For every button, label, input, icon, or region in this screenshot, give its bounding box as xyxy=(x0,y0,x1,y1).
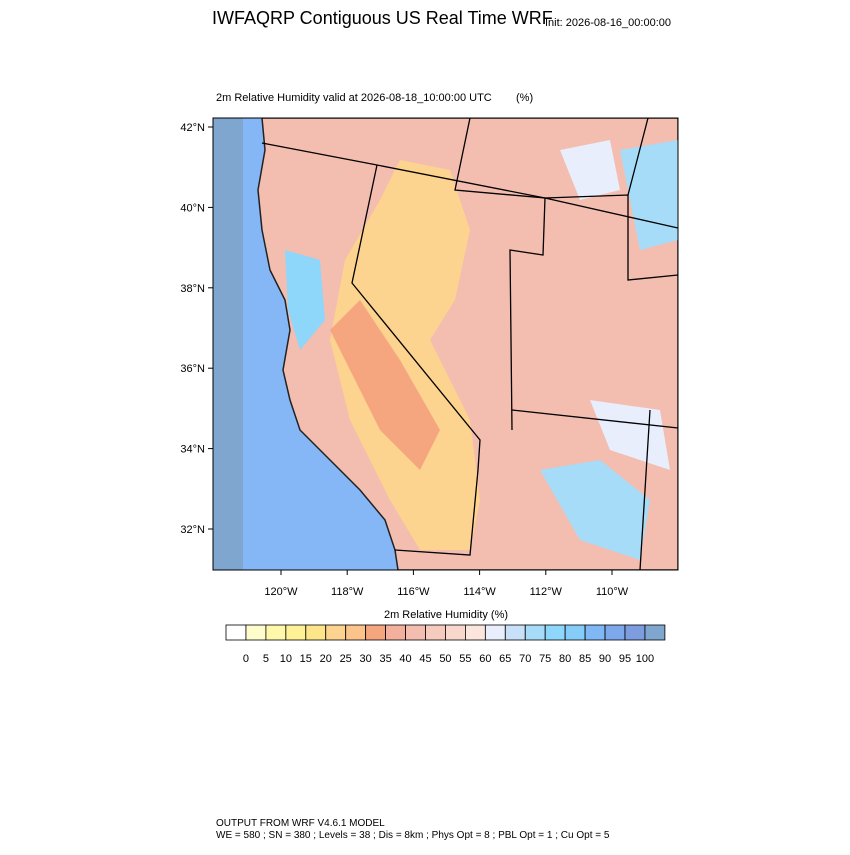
lon-tick-label: 110°W xyxy=(596,586,629,598)
footer-line: WE = 580 ; SN = 380 ; Levels = 38 ; Dis … xyxy=(216,830,610,841)
map xyxy=(213,118,678,570)
colorbar-label: 100 xyxy=(636,653,654,665)
colorbar-label: 10 xyxy=(280,653,292,665)
colorbar: 0 5 10 15 20 25 30 35 40 45 50 55 60 65 70 75 80 85 90 95 10… xyxy=(225,624,666,665)
borders xyxy=(261,118,678,570)
colorbar-box xyxy=(504,624,526,641)
colorbar-box xyxy=(484,624,506,641)
colorbar-label: 60 xyxy=(479,653,491,665)
colorbar-box xyxy=(564,624,586,641)
colorbar-box xyxy=(524,624,546,641)
colorbar-label: 25 xyxy=(340,653,352,665)
colorbar-box xyxy=(305,624,327,641)
colorbar-box xyxy=(245,624,267,641)
colorbar-label: 80 xyxy=(559,653,571,665)
colorbar-label: 0 xyxy=(243,653,249,665)
colorbar-box xyxy=(365,624,386,641)
colorbar-label: 35 xyxy=(379,653,391,665)
colorbar-label: 85 xyxy=(579,653,591,665)
colorbar-box xyxy=(644,624,666,641)
colorbar-label: 30 xyxy=(360,653,372,665)
moist-coast xyxy=(285,250,325,350)
lon-tick-label: 120°W xyxy=(264,586,298,598)
colorbar-label: 90 xyxy=(599,653,611,665)
footer-line: OUTPUT FROM WRF V4.6.1 MODEL xyxy=(216,818,385,829)
colorbar-label: 5 xyxy=(263,653,269,665)
colorbar-box xyxy=(445,624,466,641)
colorbar-box xyxy=(225,624,247,641)
colorbar-box xyxy=(265,624,287,641)
colorbar-box xyxy=(385,624,406,641)
colorbar-box xyxy=(624,624,646,641)
colorbar-box xyxy=(584,624,606,641)
map-ticks: 42°N 40°N 38°N 36°N 34°N 32°N 120°W 118°W 116°W 1… xyxy=(180,122,628,598)
colorbar-title: 2m Relative Humidity (%) xyxy=(384,609,508,621)
colorbar-box xyxy=(285,624,307,641)
lat-tick-label: 42°N xyxy=(180,122,205,134)
subtitle: 2m Relative Humidity valid at 2026-08-18… xyxy=(216,92,492,104)
ocean-deep xyxy=(213,118,243,570)
moist-east xyxy=(540,140,678,560)
colorbar-box xyxy=(544,624,566,641)
colorbar-label: 40 xyxy=(399,653,411,665)
light-east xyxy=(560,140,670,470)
colorbar-label: 50 xyxy=(439,653,451,665)
colorbar-label: 65 xyxy=(499,653,511,665)
lon-tick-label: 114°W xyxy=(463,586,496,598)
colorbar-label: 55 xyxy=(459,653,471,665)
lat-tick-label: 34°N xyxy=(180,444,205,456)
lon-tick-label: 116°W xyxy=(397,586,430,598)
dry-region xyxy=(330,160,480,550)
lat-tick-label: 32°N xyxy=(180,524,205,536)
colorbar-box xyxy=(425,624,446,641)
colorbar-box xyxy=(604,624,626,641)
dry-core xyxy=(330,300,440,470)
title: IWFAQRP Contiguous US Real Time WRF xyxy=(212,8,553,28)
colorbar-label: 75 xyxy=(539,653,551,665)
lon-tick-label: 118°W xyxy=(331,586,364,598)
colorbar-label: 70 xyxy=(519,653,531,665)
colorbar-box xyxy=(325,624,347,641)
units: (%) xyxy=(516,92,533,104)
lat-tick-label: 38°N xyxy=(180,283,205,295)
lat-tick-label: 36°N xyxy=(180,363,205,375)
colorbar-label: 15 xyxy=(300,653,312,665)
colorbar-label: 95 xyxy=(619,653,631,665)
init-time: Init: 2026-08-16_00:00:00 xyxy=(545,17,671,29)
colorbar-box xyxy=(345,624,367,641)
colorbar-box xyxy=(464,624,486,641)
lon-tick-label: 112°W xyxy=(530,586,563,598)
map-frame xyxy=(212,117,679,571)
lat-tick-label: 40°N xyxy=(180,202,205,214)
colorbar-label: 45 xyxy=(419,653,431,665)
colorbar-label: 20 xyxy=(320,653,332,665)
colorbar-box xyxy=(405,624,426,641)
